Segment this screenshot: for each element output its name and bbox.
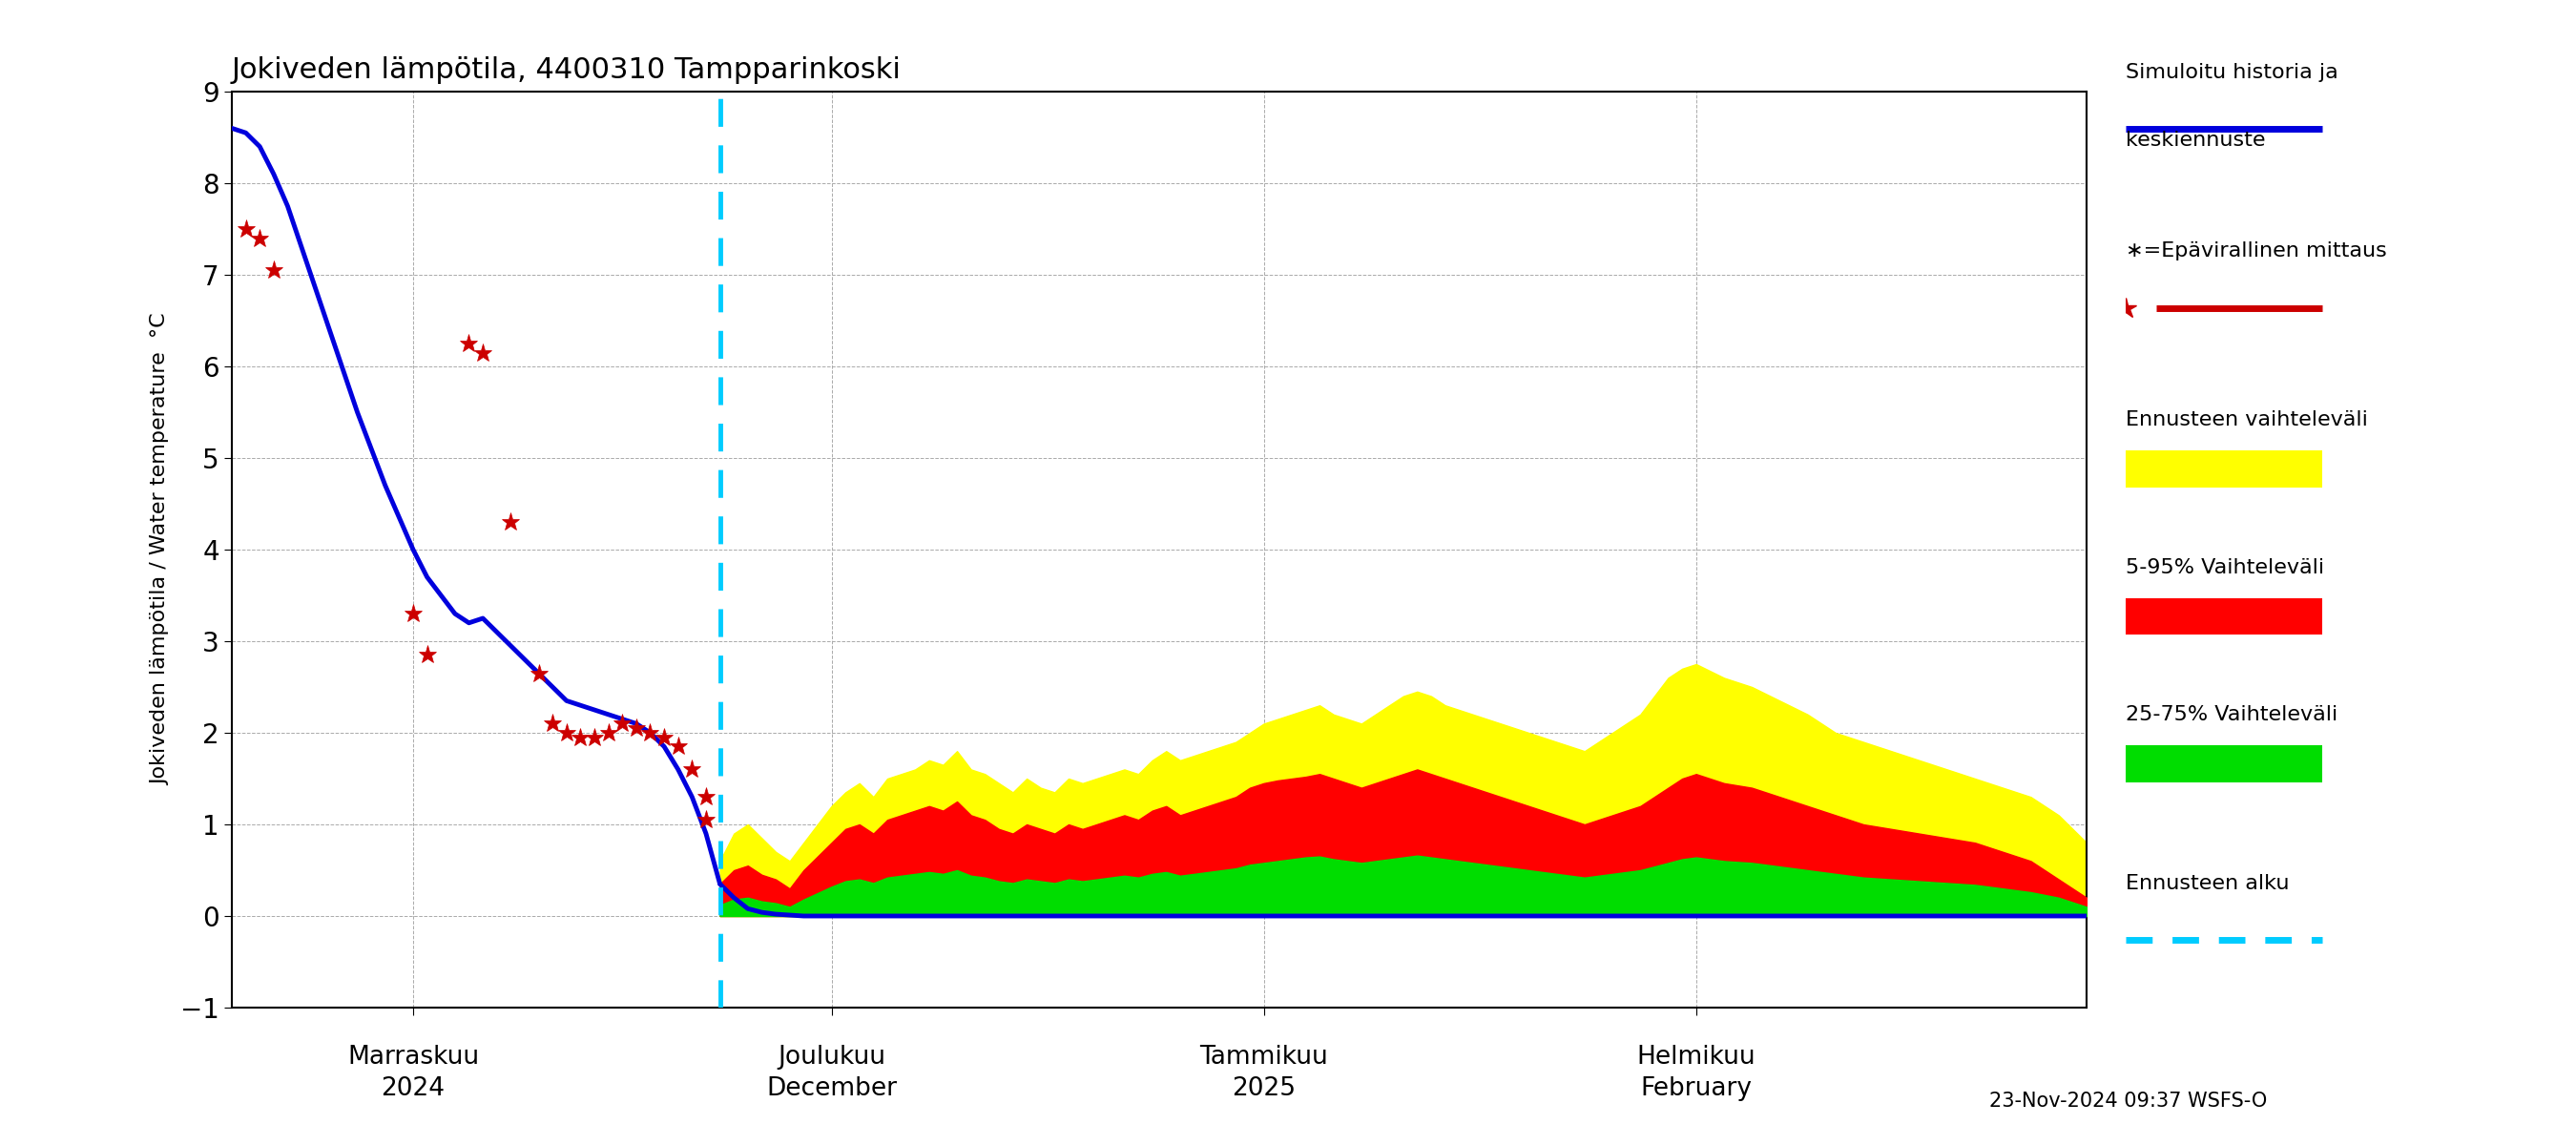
Text: Joulukuu: Joulukuu [778, 1044, 886, 1069]
Text: 2024: 2024 [381, 1076, 446, 1101]
Text: 2025: 2025 [1231, 1076, 1296, 1101]
Text: Ennusteen alku: Ennusteen alku [2125, 874, 2290, 893]
Text: February: February [1641, 1076, 1752, 1101]
Bar [2125, 598, 2324, 634]
Bar [2125, 745, 2324, 782]
Text: keskiennuste: keskiennuste [2125, 132, 2264, 150]
Text: December: December [765, 1076, 896, 1101]
Text: Jokiveden lämpötila, 4400310 Tampparinkoski: Jokiveden lämpötila, 4400310 Tampparinko… [232, 56, 902, 84]
Text: 23-Nov-2024 09:37 WSFS-O: 23-Nov-2024 09:37 WSFS-O [1989, 1091, 2267, 1111]
Text: Ennusteen vaihteleväli: Ennusteen vaihteleväli [2125, 410, 2367, 429]
Text: 25-75% Vaihteleväli: 25-75% Vaihteleväli [2125, 705, 2336, 725]
Text: Marraskuu: Marraskuu [348, 1044, 479, 1069]
Text: Tammikuu: Tammikuu [1200, 1044, 1329, 1069]
Bar [2125, 450, 2324, 488]
Text: 5-95% Vaihteleväli: 5-95% Vaihteleväli [2125, 558, 2324, 577]
Text: ∗=Epävirallinen mittaus: ∗=Epävirallinen mittaus [2125, 242, 2385, 261]
Text: Helmikuu: Helmikuu [1636, 1044, 1754, 1069]
Y-axis label: Jokiveden lämpötila / Water temperature  °C: Jokiveden lämpötila / Water temperature … [149, 314, 170, 785]
Text: Simuloitu historia ja: Simuloitu historia ja [2125, 63, 2339, 81]
